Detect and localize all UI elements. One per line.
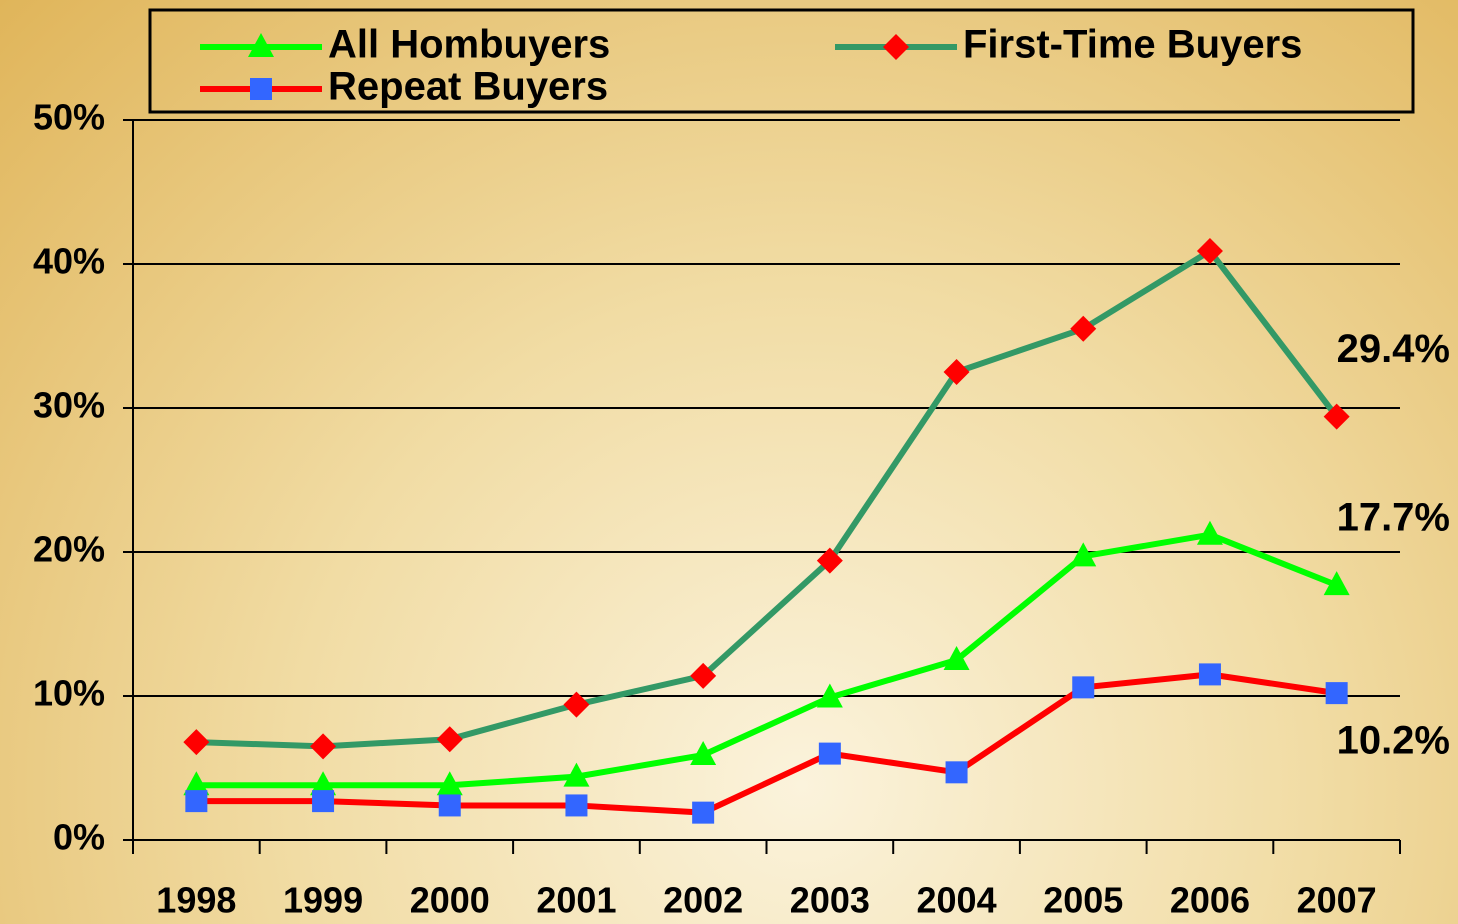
data-point: [946, 761, 968, 783]
legend-marker: [250, 78, 272, 100]
data-point: [565, 794, 587, 816]
y-tick-label: 50%: [33, 97, 105, 138]
x-tick-label: 1999: [283, 880, 363, 921]
series-line: [196, 535, 1336, 786]
legend-label: All Hombuyers: [328, 23, 610, 67]
x-tick-label: 2005: [1043, 880, 1123, 921]
data-point: [312, 790, 334, 812]
value-label: 17.7%: [1337, 496, 1450, 540]
data-point: [310, 733, 336, 759]
x-tick-label: 1998: [156, 880, 236, 921]
y-tick-label: 0%: [53, 817, 105, 858]
value-label: 29.4%: [1337, 327, 1450, 371]
series-line: [196, 251, 1336, 746]
chart: 0% 10% 20% 30% 40% 50% 1998 1999 2000 2001 2002 200…: [0, 0, 1458, 924]
page: 0% 10% 20% 30% 40% 50% 1998 1999 2000 2001 2002 200…: [0, 0, 1458, 924]
x-tick-label: 2006: [1170, 880, 1250, 921]
data-point: [183, 729, 209, 755]
y-tick-label: 20%: [33, 529, 105, 570]
data-point: [1326, 682, 1348, 704]
data-point: [819, 743, 841, 765]
y-tick-label: 10%: [33, 673, 105, 714]
legend-label: First-Time Buyers: [963, 23, 1302, 67]
x-tick-label: 2002: [663, 880, 743, 921]
data-point: [439, 794, 461, 816]
y-tick-label: 40%: [33, 241, 105, 282]
value-label: 10.2%: [1337, 719, 1450, 763]
x-tick-label: 2004: [917, 880, 997, 921]
legend-marker: [883, 34, 909, 60]
y-tick-label: 30%: [33, 385, 105, 426]
data-point: [1199, 663, 1221, 685]
legend-label: Repeat Buyers: [328, 65, 608, 109]
data-point: [692, 802, 714, 824]
data-point: [1197, 521, 1223, 545]
x-tick-label: 2003: [790, 880, 870, 921]
data-point: [185, 790, 207, 812]
x-tick-label: 2001: [536, 880, 616, 921]
data-point: [437, 726, 463, 752]
x-tick-label: 2007: [1297, 880, 1377, 921]
data-point: [1072, 676, 1094, 698]
x-tick-label: 2000: [410, 880, 490, 921]
